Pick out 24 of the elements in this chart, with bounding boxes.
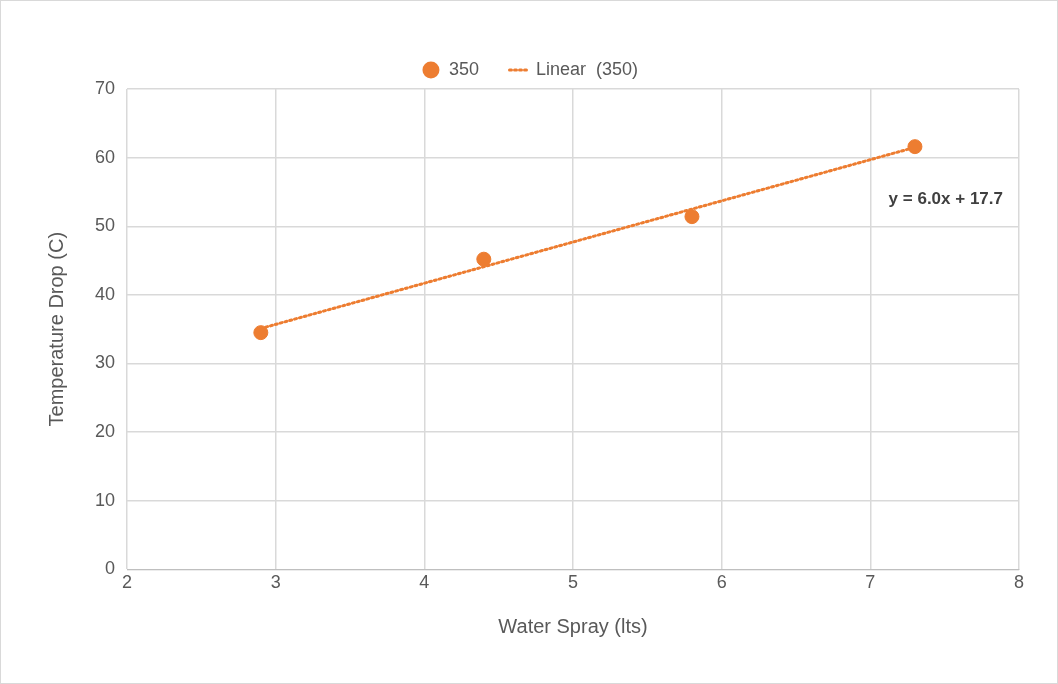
y-tick-label: 50 xyxy=(94,215,116,236)
x-tick-label: 5 xyxy=(568,572,579,593)
y-tick-label: 60 xyxy=(94,146,116,167)
legend-label: 350 xyxy=(448,58,479,79)
x-tick-label: 2 xyxy=(122,572,133,593)
point xyxy=(907,139,923,155)
y-axis-title: Temperature Drop (C) xyxy=(44,231,67,427)
x-tick-label: 4 xyxy=(419,572,430,593)
y-tick-label: 0 xyxy=(105,558,116,579)
x-tick-label: 6 xyxy=(716,572,727,593)
y-tick-label: 10 xyxy=(94,489,116,510)
annotation: y = 6.0x + 17.7 xyxy=(888,189,1003,209)
point xyxy=(684,209,700,225)
y-tick-label: 30 xyxy=(94,352,116,373)
y-tick-label: 40 xyxy=(94,283,116,304)
y-tick-label: 20 xyxy=(94,421,116,442)
x-tick-label: 8 xyxy=(1013,572,1025,593)
point xyxy=(253,325,269,341)
x-axis-title: Water Spray (lts) xyxy=(498,614,648,637)
y-tick-label: 70 xyxy=(94,77,116,98)
x-tick-label: 3 xyxy=(270,572,281,593)
x-tick-label: 7 xyxy=(865,572,876,593)
point xyxy=(476,251,492,267)
legend-label: Linear (350) xyxy=(535,58,639,79)
